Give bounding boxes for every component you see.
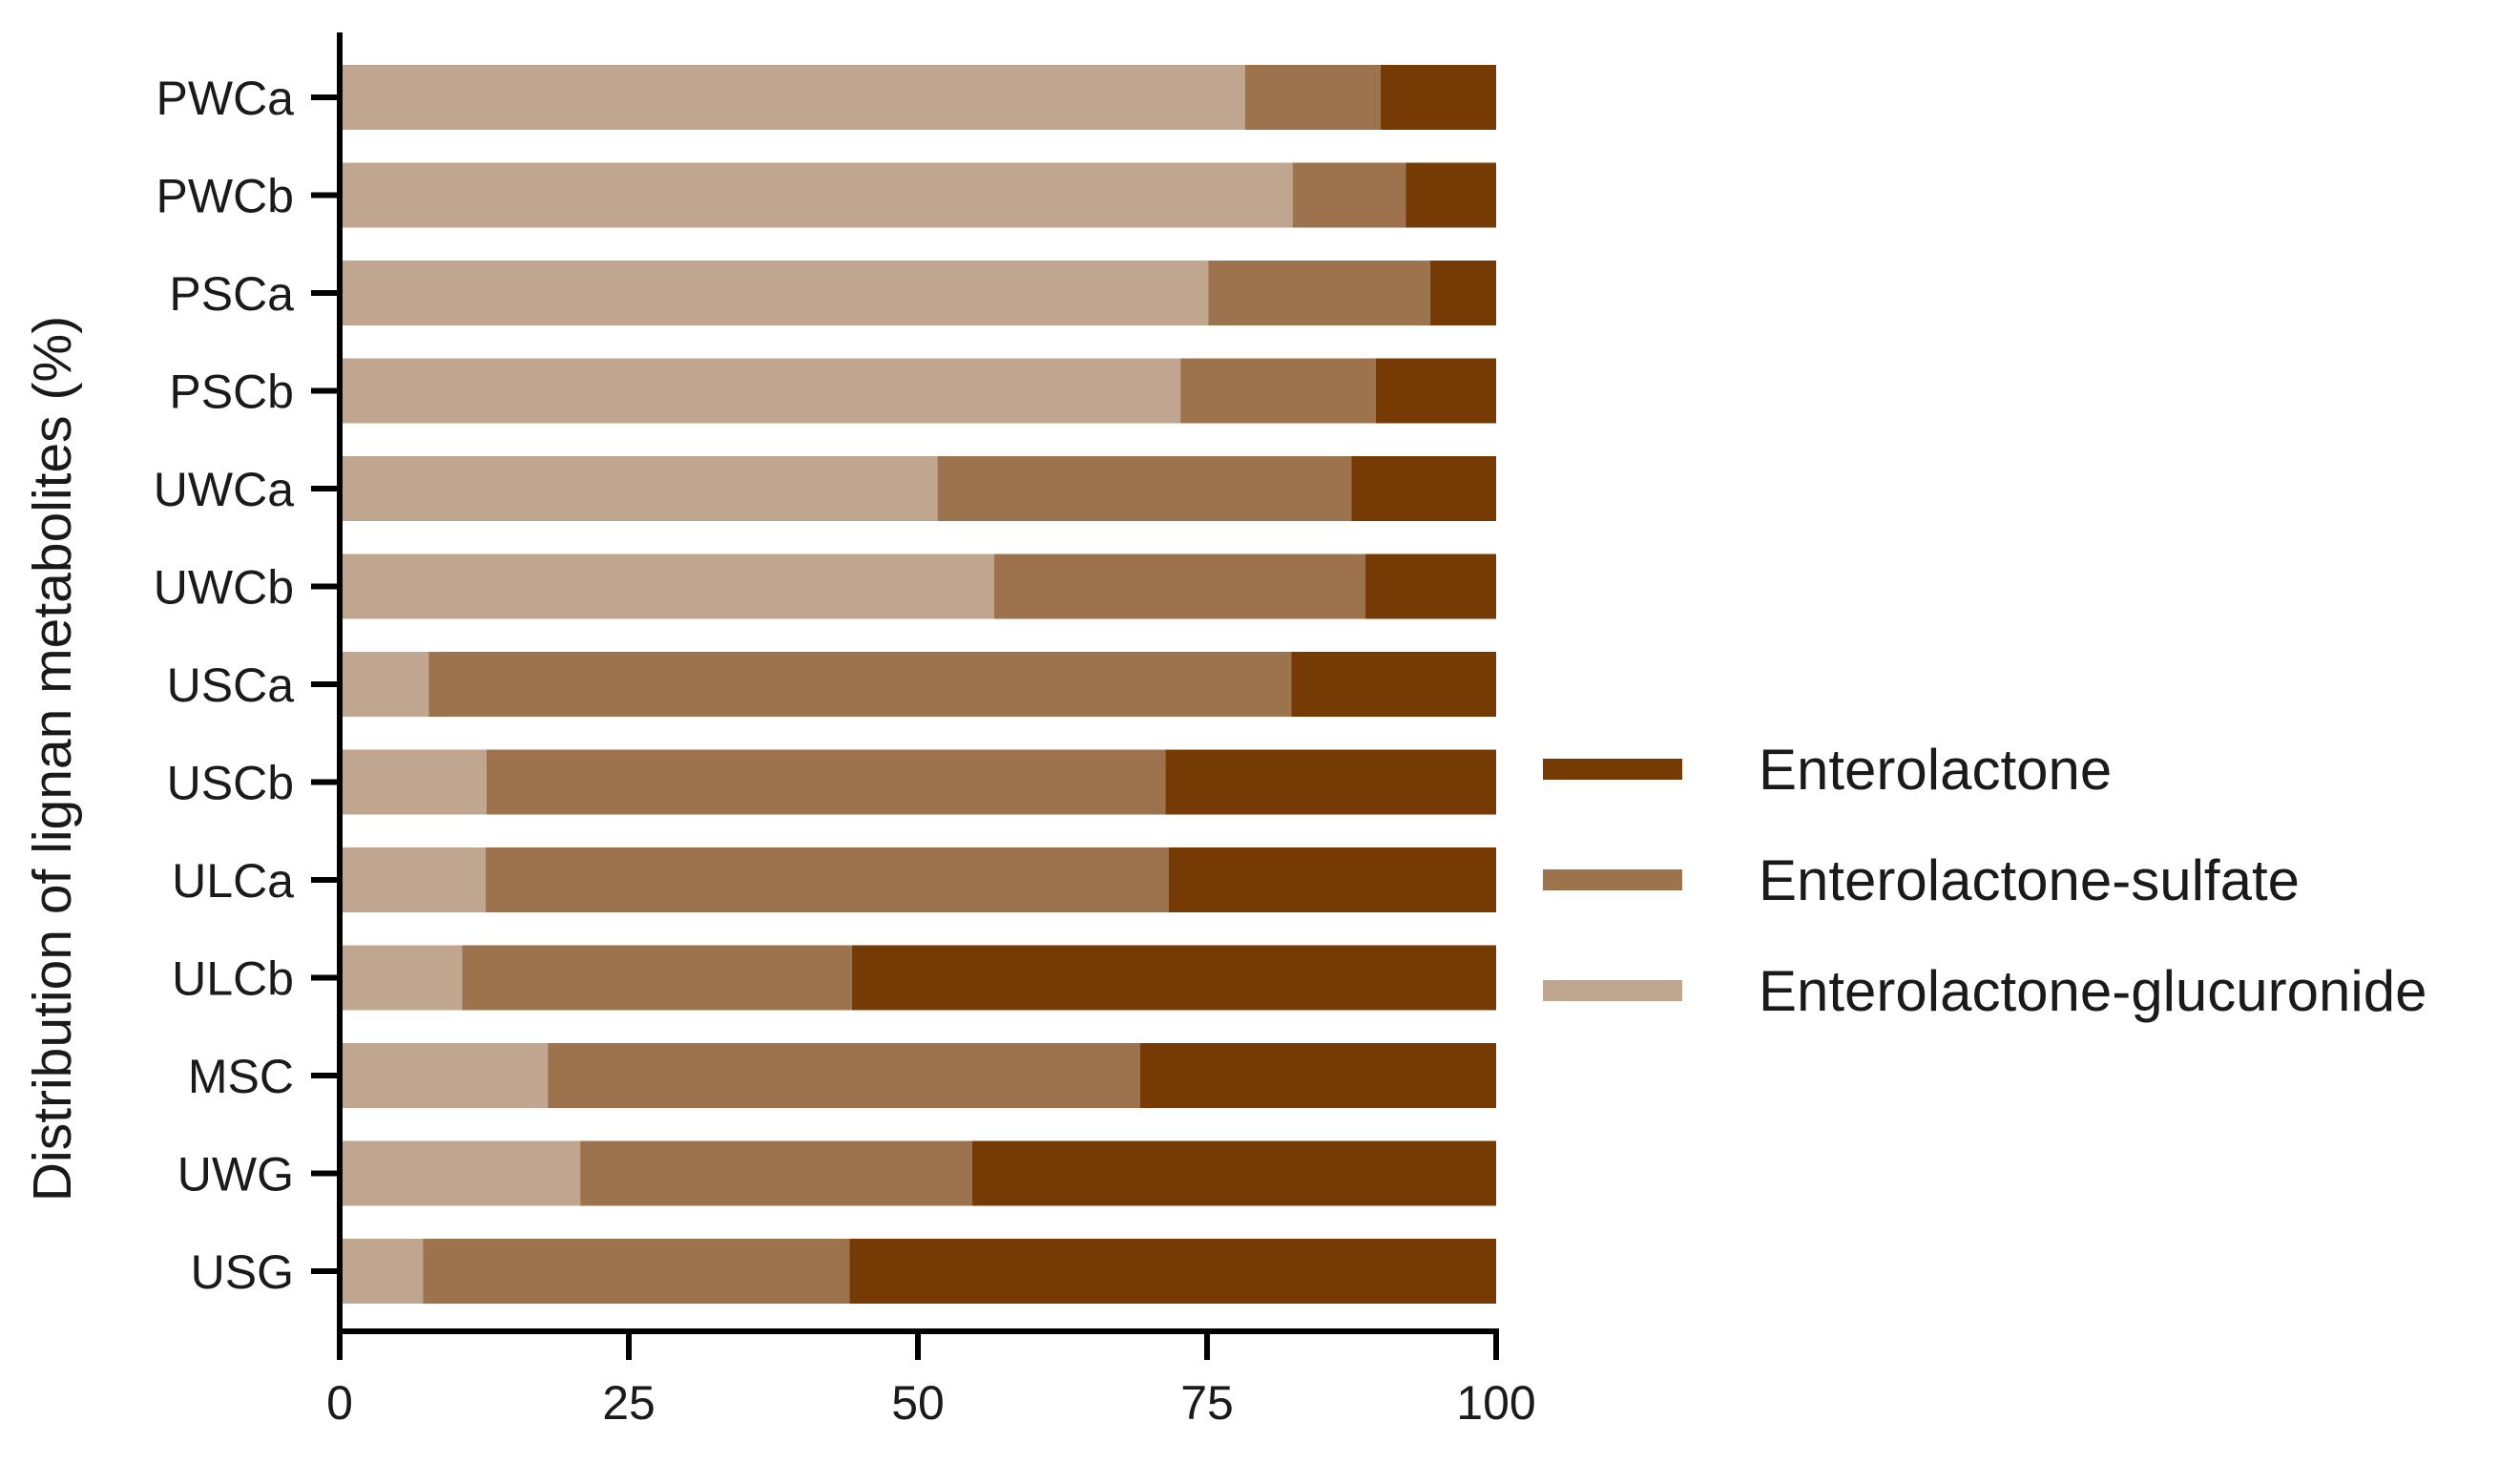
category-label: USCb — [167, 757, 294, 810]
category-label: PWCb — [156, 170, 294, 223]
bar-segment — [340, 1239, 424, 1304]
bar-segment — [1292, 162, 1406, 228]
bar-segment — [1375, 358, 1496, 424]
category-label: PSCa — [169, 267, 294, 321]
category-label: USG — [191, 1245, 294, 1299]
legend-label: Enterolactone — [1759, 738, 2112, 802]
bar-segment — [937, 456, 1352, 521]
ticks-layer: 0 25 50 75 100 — [311, 94, 1536, 1430]
bar-segment — [340, 456, 938, 521]
bar-segment — [340, 847, 486, 912]
bar-segment — [340, 945, 463, 1011]
category-label: UWCa — [154, 463, 294, 516]
bar-segment — [340, 1043, 549, 1108]
category-label: MSC — [188, 1050, 294, 1103]
bar-segment — [1165, 749, 1496, 815]
bar-segment — [340, 554, 994, 619]
bar-segment — [462, 945, 852, 1011]
y-axis-title: Distribution of lignan metabolites (%) — [22, 316, 83, 1202]
bar-segment — [340, 358, 1181, 424]
bar-segment — [851, 945, 1496, 1011]
category-label: UWCb — [154, 561, 294, 615]
bar-segment — [340, 749, 487, 815]
bar-segment — [1380, 65, 1496, 130]
bar-segment — [849, 1239, 1496, 1304]
bar-segment — [1208, 261, 1430, 325]
bar-segment — [340, 162, 1293, 228]
category-label: PSCb — [169, 366, 294, 419]
bar-segment — [1169, 847, 1496, 912]
bar-segment — [340, 652, 429, 717]
bars-layer — [340, 65, 1496, 1304]
bar-segment — [340, 1140, 581, 1206]
legend: Enterolactone Enterolactone-sulfate Entero… — [1543, 738, 2426, 1023]
x-tick-label: 100 — [1456, 1376, 1535, 1430]
bar-segment — [1139, 1043, 1496, 1108]
legend-label: Enterolactone-glucuronide — [1759, 959, 2426, 1023]
bar-segment — [971, 1140, 1496, 1206]
x-tick-label: 25 — [602, 1376, 656, 1430]
category-labels: PWCa PWCb PSCa PSCb UWCa UWCb USCa USCb ULCa ULCb… — [154, 72, 294, 1299]
bar-segment — [428, 652, 1292, 717]
category-label: UWG — [177, 1148, 294, 1202]
x-tick-label: 50 — [891, 1376, 945, 1430]
category-label: PWCa — [156, 72, 295, 125]
legend-swatch — [1543, 869, 1682, 890]
legend-swatch — [1543, 980, 1682, 1001]
bar-segment — [486, 749, 1166, 815]
category-label: ULCa — [172, 854, 294, 908]
bar-segment — [485, 847, 1170, 912]
bar-segment — [993, 554, 1366, 619]
bar-segment — [1291, 652, 1496, 717]
x-tick-label: 0 — [326, 1376, 353, 1430]
category-label: ULCb — [172, 952, 294, 1006]
legend-label: Enterolactone-sulfate — [1759, 848, 2300, 912]
bar-segment — [1351, 456, 1496, 521]
bar-segment — [1406, 162, 1496, 228]
x-tick-label: 75 — [1180, 1376, 1234, 1430]
bar-segment — [1180, 358, 1376, 424]
bar-segment — [548, 1043, 1140, 1108]
bar-segment — [1245, 65, 1381, 130]
category-label: USCa — [167, 658, 295, 712]
legend-swatch — [1543, 759, 1682, 780]
bar-segment — [340, 261, 1209, 325]
bar-segment — [1429, 261, 1496, 325]
bar-segment — [423, 1239, 850, 1304]
bar-segment — [340, 65, 1245, 130]
bar-segment — [1365, 554, 1496, 619]
bar-segment — [580, 1140, 972, 1206]
